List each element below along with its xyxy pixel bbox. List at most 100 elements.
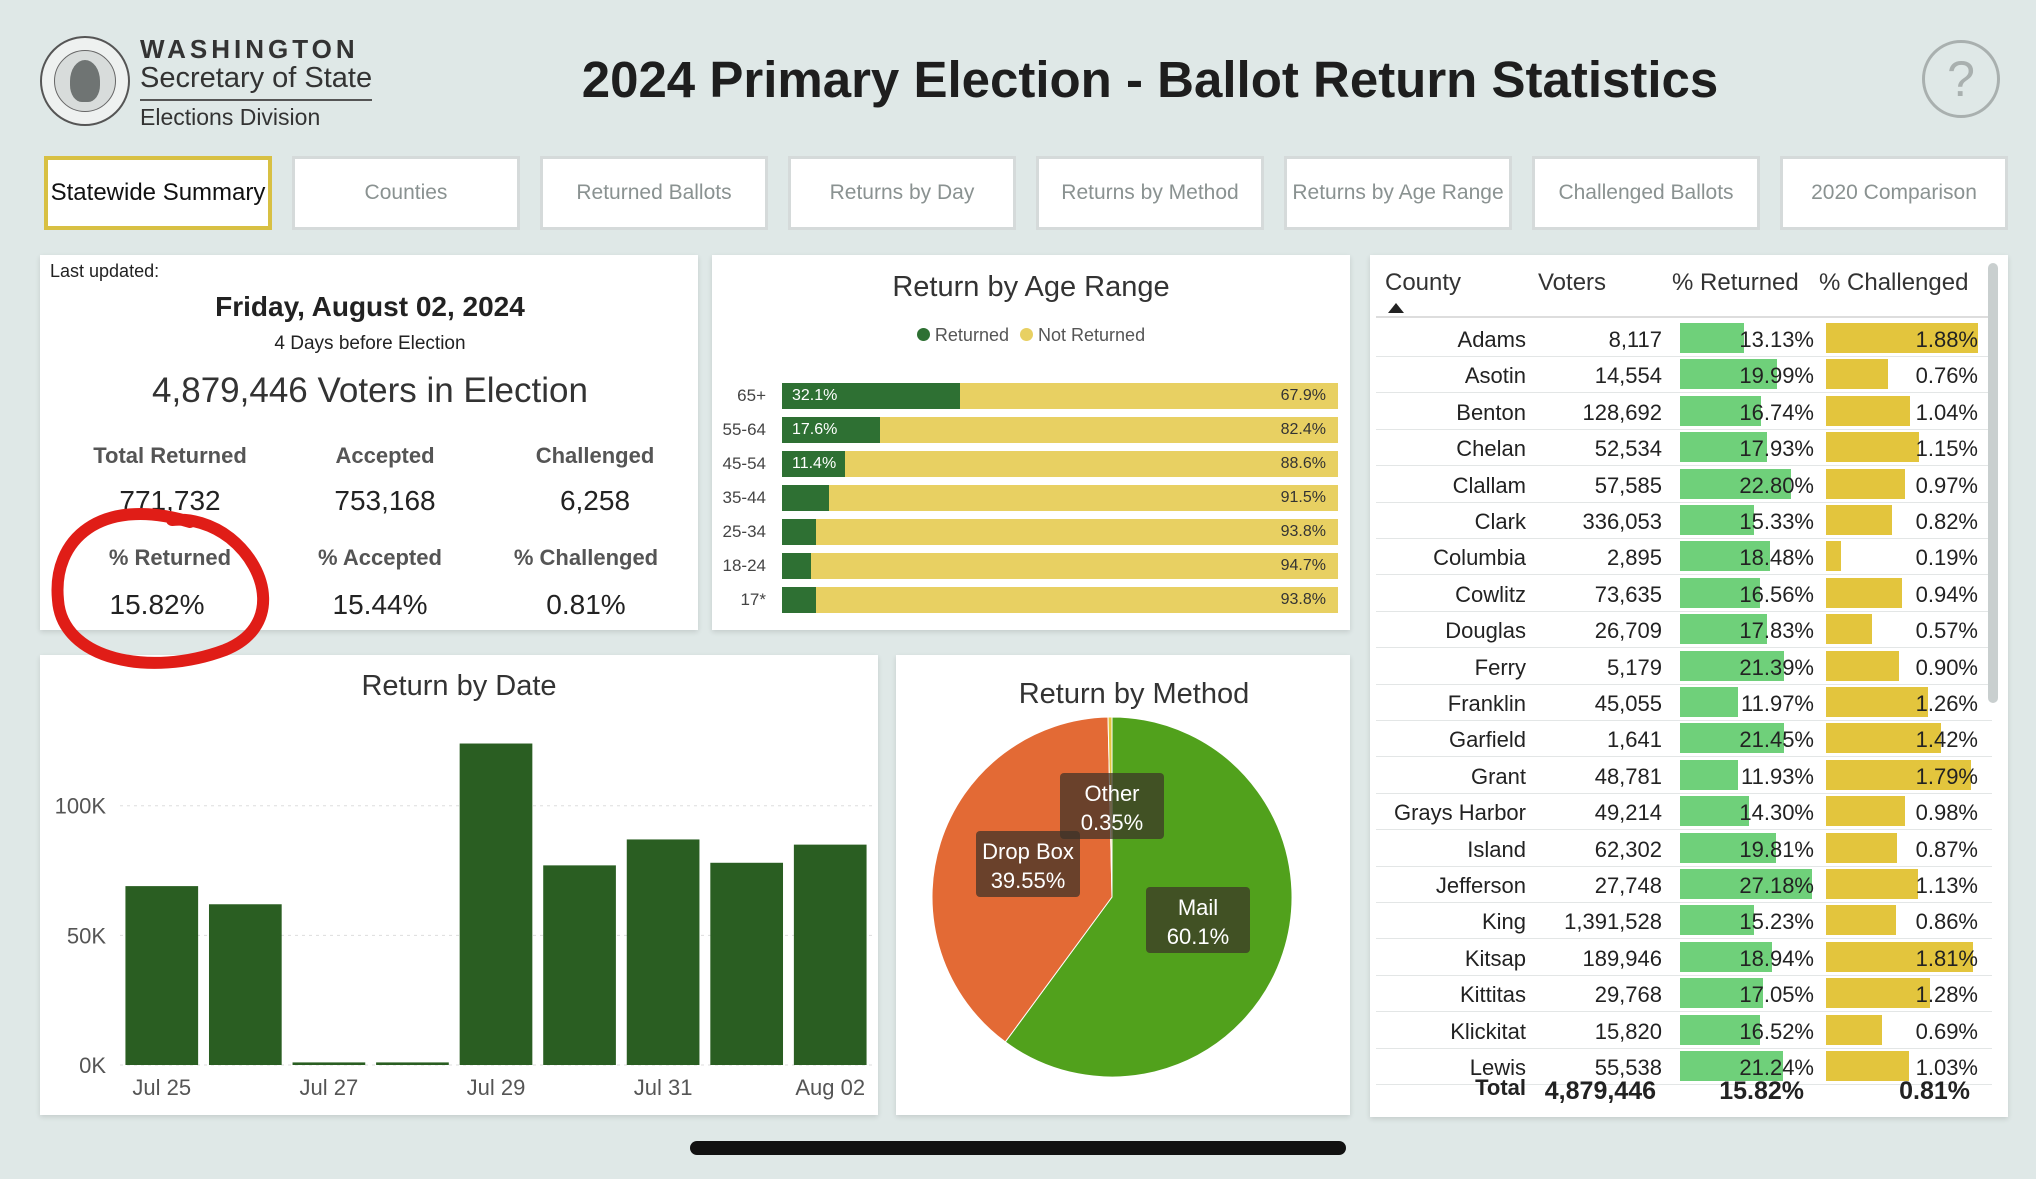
table-row[interactable]: Kitsap 189,946 18.94% 1.81% bbox=[1376, 940, 1992, 976]
county-challenged-cell: 1.04% bbox=[1826, 395, 1980, 426]
county-pct-challenged: 0.87% bbox=[1915, 836, 1978, 862]
table-row[interactable]: Cowlitz 73,635 16.56% 0.94% bbox=[1376, 576, 1992, 612]
age-row-not-returned-bar[interactable]: 17.6% 82.4% bbox=[782, 417, 1338, 443]
tab-2020-comparison[interactable]: 2020 Comparison bbox=[1780, 156, 2008, 230]
table-scrollbar[interactable] bbox=[1988, 263, 1998, 703]
table-row[interactable]: Jefferson 27,748 27.18% 1.13% bbox=[1376, 867, 1992, 903]
table-row[interactable]: Chelan 52,534 17.93% 1.15% bbox=[1376, 430, 1992, 467]
washington-portrait-icon bbox=[70, 60, 100, 102]
total-returned-label: Total Returned bbox=[93, 443, 247, 468]
county-voters: 45,055 bbox=[1594, 691, 1662, 716]
county-returned-cell: 17.93% bbox=[1680, 432, 1816, 463]
tab-counties[interactable]: Counties bbox=[292, 156, 520, 230]
tab-challenged-ballots[interactable]: Challenged Ballots bbox=[1532, 156, 1760, 230]
tab-returns-by-method[interactable]: Returns by Method bbox=[1036, 156, 1264, 230]
table-row[interactable]: Adams 8,117 13.13% 1.88% bbox=[1376, 321, 1992, 357]
tab-returned-ballots[interactable]: Returned Ballots bbox=[540, 156, 768, 230]
table-row[interactable]: Douglas 26,709 17.83% 0.57% bbox=[1376, 612, 1992, 649]
method-chart-svg: Return by Method Mail 60.1% Drop Box 39.55% O… bbox=[931, 678, 1293, 1078]
age-row-returned-bar[interactable] bbox=[782, 451, 846, 477]
col-header-pct-returned[interactable]: % Returned bbox=[1672, 269, 1799, 296]
county-challenged-cell: 1.15% bbox=[1826, 432, 1980, 463]
table-row[interactable]: Ferry 5,179 21.39% 0.90% bbox=[1376, 649, 1992, 685]
age-row-returned-bar[interactable] bbox=[782, 587, 817, 613]
table-row[interactable]: Garfield 1,641 21.45% 1.42% bbox=[1376, 721, 1992, 758]
challenged-bar bbox=[1826, 468, 1905, 499]
county-returned-cell: 14.30% bbox=[1680, 796, 1816, 827]
help-icon[interactable]: ? bbox=[1922, 40, 2000, 118]
challenged-bar bbox=[1826, 759, 1972, 790]
table-row[interactable]: Island 62,302 19.81% 0.87% bbox=[1376, 831, 1992, 867]
county-name: Garfield bbox=[1448, 727, 1526, 753]
returned-bar bbox=[1680, 614, 1767, 645]
table-row[interactable]: Benton 128,692 16.74% 1.04% bbox=[1376, 394, 1992, 430]
pct-challenged-label: % Challenged bbox=[513, 545, 659, 570]
pie-label-pct: 60.1% bbox=[1167, 924, 1229, 949]
county-challenged-cell: 1.28% bbox=[1826, 978, 1980, 1009]
sort-ascending-icon[interactable] bbox=[1388, 303, 1404, 313]
date-chart-svg: Return by Date 0K 50K 100K Jul 25 Jul 27 Jul 2… bbox=[55, 670, 872, 1100]
age-row-not-returned-bar[interactable]: 93.8% bbox=[782, 587, 1338, 613]
age-row-not-returned-bar[interactable]: 94.7% bbox=[782, 553, 1338, 579]
voters-in-election: 4,879,446 Voters in Election bbox=[40, 371, 700, 411]
age-row-returned-bar[interactable] bbox=[782, 383, 961, 409]
table-row[interactable]: Kittitas 29,768 17.05% 1.28% bbox=[1376, 976, 1992, 1013]
county-pct-returned: 16.52% bbox=[1739, 1018, 1814, 1044]
tab-returns-by-day[interactable]: Returns by Day bbox=[788, 156, 1016, 230]
tab-statewide-summary[interactable]: Statewide Summary bbox=[44, 156, 272, 230]
returned-bar bbox=[1680, 541, 1770, 572]
table-row[interactable]: Clallam 57,585 22.80% 0.97% bbox=[1376, 467, 1992, 503]
table-row[interactable]: Lewis 55,538 21.24% 1.03% bbox=[1376, 1049, 1992, 1085]
challenged-bar bbox=[1826, 577, 1903, 608]
age-row-returned-bar[interactable] bbox=[782, 485, 830, 511]
y-tick-label: 100K bbox=[55, 794, 107, 819]
age-row-not-returned-bar[interactable]: 93.8% bbox=[782, 519, 1338, 545]
table-row[interactable]: Clark 336,053 15.33% 0.82% bbox=[1376, 503, 1992, 539]
county-challenged-cell: 1.03% bbox=[1826, 1051, 1980, 1081]
age-row-not-returned-bar[interactable]: 11.4% 88.6% bbox=[782, 451, 1338, 477]
age-row-returned-bar[interactable] bbox=[782, 553, 812, 579]
date-bar bbox=[710, 862, 784, 1065]
table-row[interactable]: Klickitat 15,820 16.52% 0.69% bbox=[1376, 1013, 1992, 1049]
county-challenged-cell: 0.57% bbox=[1826, 614, 1980, 645]
col-header-voters[interactable]: Voters bbox=[1538, 269, 1607, 296]
challenged-bar bbox=[1826, 1051, 1910, 1081]
returned-bar bbox=[1680, 468, 1791, 499]
table-row[interactable]: Franklin 45,055 11.97% 1.26% bbox=[1376, 685, 1992, 721]
county-pct-challenged: 1.03% bbox=[1915, 1055, 1978, 1080]
tab-returns-by-age-range[interactable]: Returns by Age Range bbox=[1284, 156, 1512, 230]
table-row[interactable]: Asotin 14,554 19.99% 0.76% bbox=[1376, 357, 1992, 394]
age-row-not-returned-pct: 93.8% bbox=[1280, 591, 1326, 608]
county-pct-challenged: 1.42% bbox=[1915, 727, 1978, 753]
table-row[interactable]: Columbia 2,895 18.48% 0.19% bbox=[1376, 539, 1992, 576]
county-challenged-cell: 0.98% bbox=[1826, 796, 1980, 827]
last-updated-date: Friday, August 02, 2024 bbox=[215, 291, 525, 322]
county-pct-returned: 15.33% bbox=[1739, 509, 1814, 534]
table-row[interactable]: Grays Harbor 49,214 14.30% 0.98% bbox=[1376, 794, 1992, 831]
county-name: Douglas bbox=[1445, 618, 1526, 644]
returned-bar bbox=[1680, 941, 1772, 972]
challenged-bar bbox=[1826, 541, 1842, 572]
table-row[interactable]: Grant 48,781 11.93% 1.79% bbox=[1376, 758, 1992, 794]
home-indicator[interactable] bbox=[690, 1141, 1346, 1155]
county-pct-challenged: 1.26% bbox=[1915, 691, 1978, 716]
age-row-returned-bar[interactable] bbox=[782, 417, 880, 443]
county-name: Chelan bbox=[1456, 436, 1526, 462]
county-returned-cell: 13.13% bbox=[1680, 323, 1816, 353]
pie-label-pct: 39.55% bbox=[991, 868, 1066, 893]
county-returned-cell: 15.23% bbox=[1680, 905, 1816, 936]
age-row: 45-54 11.4% 88.6% bbox=[712, 451, 1350, 477]
county-pct-challenged: 1.28% bbox=[1915, 982, 1978, 1008]
age-row-not-returned-bar[interactable]: 91.5% bbox=[782, 485, 1338, 511]
col-header-county[interactable]: County bbox=[1385, 269, 1462, 296]
col-header-pct-challenged[interactable]: % Challenged bbox=[1819, 269, 1969, 296]
age-row-not-returned-bar[interactable]: 32.1% 67.9% bbox=[782, 383, 1338, 409]
x-tick-label: Aug 02 bbox=[795, 1075, 865, 1100]
return-by-date-chart: Return by Date 0K 50K 100K Jul 25 Jul 27 Jul 2… bbox=[40, 655, 878, 1115]
challenged-bar bbox=[1826, 941, 1973, 972]
returned-bar bbox=[1680, 359, 1778, 390]
age-row-returned-bar[interactable] bbox=[782, 519, 817, 545]
challenged-bar bbox=[1826, 869, 1918, 899]
table-row[interactable]: King 1,391,528 15.23% 0.86% bbox=[1376, 903, 1992, 940]
org-name-state: WASHINGTON bbox=[140, 34, 359, 64]
